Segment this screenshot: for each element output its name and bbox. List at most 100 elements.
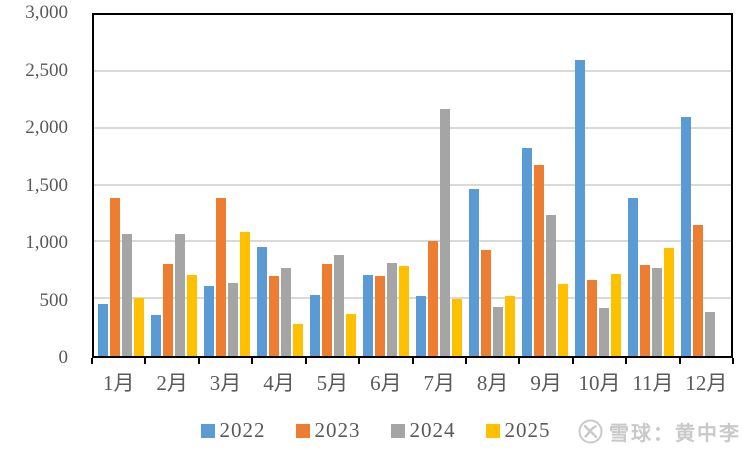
gridline [94,240,731,243]
bar-2025-10月 [611,274,622,356]
axis-tick-mark [411,358,414,364]
bar-2023-7月 [428,241,438,356]
axis-tick-mark [571,358,574,364]
bar-2023-1月 [109,198,120,356]
y-axis-tick-label: 1,500 [25,174,68,196]
gridline [94,183,731,186]
bar-2025-6月 [398,266,409,356]
bar-2025-11月 [664,248,675,356]
legend-item-2024: 2024 [390,418,456,443]
bar-2024-6月 [386,262,397,356]
bar-2025-4月 [292,324,303,356]
bar-2022-12月 [681,117,692,356]
legend-swatch [295,423,310,438]
bar-2024-4月 [280,268,291,356]
bar-2023-11月 [640,265,651,356]
bar-group-10月 [572,15,625,356]
bar-2024-1月 [121,234,132,356]
x-axis-label: 3月 [209,371,242,395]
axis-tick-mark [144,358,147,364]
bar-group-12月 [678,15,731,356]
y-axis-tick-label: 0 [58,347,69,368]
bar-2022-1月 [97,303,108,356]
bar-2023-2月 [162,263,173,356]
axis-tick-mark [197,358,200,364]
axis-tick-mark [518,358,521,364]
x-axis-label: 7月 [423,371,455,395]
x-axis-label: 9月 [530,371,562,395]
legend-item-2025: 2025 [485,418,551,443]
bar-2022-7月 [416,295,426,356]
bar-2024-7月 [440,109,450,356]
legend-label: 2023 [314,418,361,442]
bar-2022-5月 [309,294,320,356]
bar-2025-7月 [452,299,462,356]
axis-tick-mark [304,358,307,364]
y-axis-tick-label: 500 [39,289,69,311]
gridline [94,126,731,129]
bar-2025-1月 [133,298,144,356]
bar-2023-3月 [215,198,226,356]
gridline [94,69,731,72]
bar-2023-12月 [693,225,704,356]
bar-group-7月 [412,15,465,356]
y-axis-tick-label: 2,000 [25,117,68,138]
watermark: 雪球：黄中李 [578,417,741,446]
bar-group-3月 [200,15,253,356]
x-axis-label: 11月 [632,371,674,395]
bar-groups [94,15,731,356]
bar-group-9月 [519,15,572,356]
bar-2022-3月 [203,285,214,356]
bar-2024-9月 [546,215,557,356]
bar-2025-9月 [558,284,569,356]
bar-2023-10月 [587,279,598,356]
bar-2023-4月 [268,276,279,356]
axis-tick-mark [625,358,628,364]
legend-label: 2024 [409,418,456,442]
bar-2024-8月 [493,307,504,356]
bar-2022-2月 [150,315,161,356]
bar-2024-5月 [333,254,344,356]
axis-tick-mark [91,358,93,364]
x-axis: 1月 2月 3月 4月 5月 6月 7月 8月 9月 10月 11月 12月 [92,367,733,397]
axis-tick-mark [732,358,734,364]
x-axis-ticks [91,358,734,365]
bar-group-4月 [253,15,306,356]
bar-group-8月 [466,15,519,356]
plot-area [92,13,733,358]
x-axis-label: 10月 [578,371,621,395]
legend-item-2023: 2023 [295,418,361,443]
legend-swatch [390,423,405,438]
x-axis-label: 5月 [316,371,349,395]
axis-tick-mark [251,358,254,364]
legend-label: 2025 [504,418,551,442]
bar-2025-3月 [239,232,250,356]
bar-2022-4月 [256,246,267,356]
bar-2022-10月 [575,60,586,356]
bar-group-11月 [625,15,678,356]
axis-tick-mark [678,358,681,364]
gridline [94,297,731,300]
bar-2023-8月 [481,250,492,356]
y-axis-tick-label: 2,500 [25,59,68,81]
bar-2023-5月 [321,263,332,356]
legend: 2022 2023 2024 2025 [0,418,751,443]
x-axis-label: 2月 [156,371,188,395]
bar-2023-9月 [534,165,545,356]
bar-2024-3月 [227,283,238,356]
x-axis-label: 6月 [370,371,402,395]
bar-group-2月 [147,15,200,356]
legend-swatch [200,423,215,438]
axis-tick-mark [358,358,361,364]
bar-2022-8月 [469,188,480,356]
legend-swatch [485,423,500,438]
bar-2024-11月 [652,268,663,356]
bar-2025-8月 [505,295,516,356]
y-axis: 0 500 1,000 1,500 2,000 2,500 3,000 [0,2,69,368]
bar-2024-2月 [174,234,185,356]
bar-group-6月 [359,15,412,356]
bar-2024-10月 [599,308,610,356]
bar-2022-9月 [522,148,533,356]
legend-item-2022: 2022 [200,418,266,443]
